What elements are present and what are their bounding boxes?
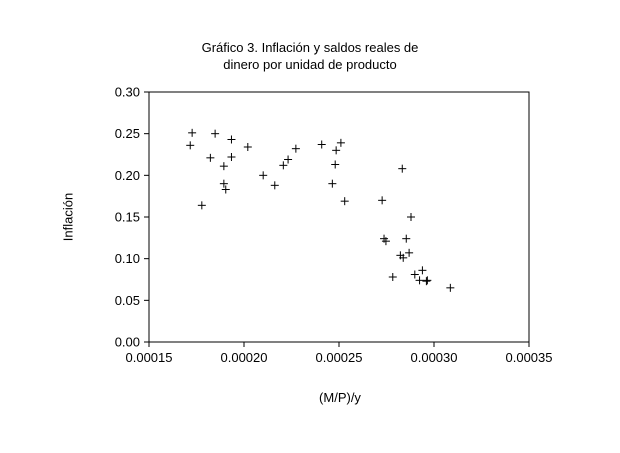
- x-tick-label: 0.00025: [316, 350, 363, 365]
- y-tick-label: 0.25: [115, 126, 140, 141]
- data-point: [336, 138, 345, 147]
- y-tick-label: 0.05: [115, 293, 140, 308]
- data-point: [227, 153, 236, 161]
- data-point: [188, 128, 197, 137]
- plot-frame: [148, 91, 530, 343]
- data-point: [317, 140, 326, 149]
- data-point: [291, 144, 300, 153]
- data-point: [415, 276, 424, 285]
- data-point: [332, 146, 341, 155]
- data-point: [328, 179, 337, 188]
- y-tick-label: 0.20: [115, 168, 140, 183]
- data-point: [259, 171, 268, 180]
- x-tick-label: 0.00030: [411, 350, 458, 365]
- data-point: [284, 155, 293, 164]
- data-point: [211, 129, 220, 138]
- data-point: [407, 213, 416, 221]
- data-point: [402, 234, 411, 243]
- x-axis-label: (M/P)/y: [319, 390, 361, 405]
- data-point: [422, 277, 431, 286]
- x-tick-label: 0.00020: [221, 350, 268, 365]
- data-point: [279, 161, 288, 170]
- y-tick-label: 0.30: [115, 85, 140, 100]
- data-point: [405, 248, 414, 257]
- data-point: [219, 179, 228, 188]
- data-point: [221, 185, 230, 194]
- data-point: [227, 135, 236, 144]
- data-point: [219, 162, 228, 171]
- data-point: [206, 153, 215, 162]
- x-tick-label: 0.00015: [126, 350, 173, 365]
- data-point: [381, 237, 390, 246]
- chart-title-line-2: dinero por unidad de producto: [223, 57, 397, 72]
- y-tick-label: 0.00: [115, 335, 140, 350]
- data-point: [340, 197, 349, 206]
- data-point: [423, 276, 432, 285]
- axis-ticks: 0.30 0.25 0.20 0.15 0.10 0.05 0.000.00015 0.000…: [115, 85, 553, 366]
- data-point: [399, 253, 408, 262]
- data-point: [418, 266, 427, 275]
- y-axis-label: Inflación: [60, 192, 76, 242]
- data-point: [270, 181, 279, 190]
- data-point: [410, 270, 419, 279]
- data-point: [398, 164, 407, 173]
- y-tick-label: 0.15: [115, 210, 140, 225]
- data-point: [446, 283, 455, 292]
- data-point: [197, 201, 206, 210]
- data-point: [186, 141, 195, 150]
- chart-title-line-1: Gráfico 3. Inflación y saldos reales de: [201, 40, 419, 55]
- y-tick-label: 0.10: [115, 251, 140, 266]
- data-point: [243, 143, 252, 151]
- data-points: [186, 128, 455, 292]
- data-point: [378, 196, 387, 205]
- data-point: [388, 273, 397, 281]
- x-tick-label: 0.00035: [506, 350, 553, 365]
- data-point: [331, 160, 340, 169]
